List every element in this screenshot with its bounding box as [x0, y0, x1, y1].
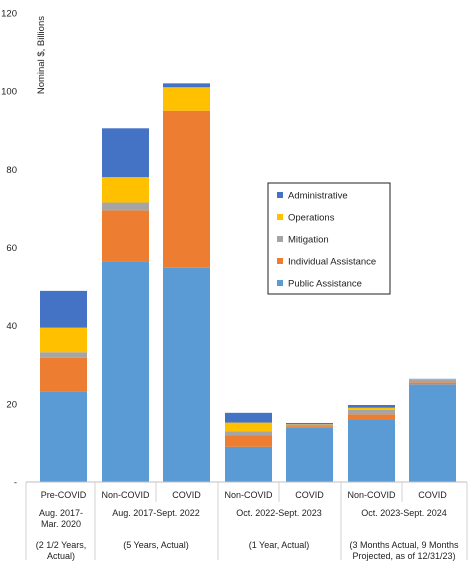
y-tick-label: 80 [6, 165, 17, 176]
y-tick-label: 20 [6, 399, 17, 410]
bar-segment-individual-assistance [102, 210, 149, 262]
bar-segment-mitigation [225, 431, 272, 436]
bar-segment-public-assistance [348, 419, 395, 482]
x-category-label: Pre-COVID [41, 490, 87, 500]
legend-label: Administrative [288, 191, 348, 202]
bar-segment-public-assistance [409, 384, 456, 482]
x-group-label: Mar. 2020 [41, 519, 81, 529]
x-group-label: (2 1/2 Years, [36, 540, 87, 550]
bar-segment-administrative [348, 405, 395, 408]
bar-segment-public-assistance [225, 446, 272, 482]
bar-segment-mitigation [409, 379, 456, 383]
x-group-label: Aug. 2017- [39, 508, 83, 518]
bar-segment-operations [40, 327, 87, 353]
bar-segment-mitigation [102, 202, 149, 211]
legend-box [267, 182, 391, 295]
bar-segment-administrative [102, 128, 149, 178]
x-group-label: (1 Year, Actual) [249, 540, 310, 550]
bar-segment-mitigation [286, 424, 333, 427]
x-category-label: Non-COVID [101, 490, 150, 500]
legend-label: Public Assistance [288, 279, 362, 290]
bar-segment-administrative [225, 412, 272, 423]
legend-swatch [277, 192, 283, 198]
bar-segment-public-assistance [40, 391, 87, 482]
x-category-label: Non-COVID [347, 490, 396, 500]
bar-segment-individual-assistance [348, 414, 395, 420]
bar-segment-mitigation [40, 352, 87, 358]
legend-swatch [277, 280, 283, 286]
x-category-label: COVID [418, 490, 447, 500]
bar-segment-individual-assistance [409, 382, 456, 385]
legend-swatch [277, 214, 283, 220]
legend-swatch [277, 258, 283, 264]
bar-segment-administrative [286, 422, 333, 425]
y-tick-label: 120 [1, 9, 17, 20]
x-group-label: Oct. 2023-Sept. 2024 [361, 508, 447, 518]
bar-segment-individual-assistance [40, 357, 87, 392]
legend-label: Operations [288, 213, 335, 224]
x-group-label: (3 Months Actual, 9 Months [349, 540, 459, 550]
bar-segment-individual-assistance [163, 110, 210, 268]
bar-segment-individual-assistance [286, 426, 333, 428]
bar-segment-operations [225, 422, 272, 432]
bar-segment-operations [348, 407, 395, 410]
bar-segment-public-assistance [102, 261, 149, 482]
y-tick-label: 60 [6, 243, 17, 254]
legend-label: Mitigation [288, 235, 329, 246]
bar-segment-public-assistance [286, 427, 333, 482]
bar-segment-mitigation [348, 409, 395, 415]
bar-segment-public-assistance [163, 267, 210, 482]
x-category-label: COVID [295, 490, 324, 500]
x-category-label: Non-COVID [224, 490, 273, 500]
x-group-label: Oct. 2022-Sept. 2023 [236, 508, 322, 518]
y-tick-label: - [14, 478, 17, 489]
bar-segment-operations [102, 177, 149, 203]
y-tick-label: 40 [6, 321, 17, 332]
legend-label: Individual Assistance [288, 257, 376, 268]
bar-segment-operations [163, 87, 210, 111]
x-group-label: Aug. 2017-Sept. 2022 [112, 508, 200, 518]
y-axis-label: Nominal $, Billions [36, 16, 47, 94]
legend-swatch [277, 236, 283, 242]
y-tick-label: 100 [1, 87, 17, 98]
x-group-label: Projected, as of 12/31/23) [352, 551, 455, 561]
bar-segment-individual-assistance [225, 435, 272, 447]
x-group-label: (5 Years, Actual) [123, 540, 189, 550]
x-category-label: COVID [172, 490, 201, 500]
x-group-label: Actual) [47, 551, 75, 561]
bar-segment-administrative [40, 290, 87, 328]
bar-segment-administrative [163, 83, 210, 88]
